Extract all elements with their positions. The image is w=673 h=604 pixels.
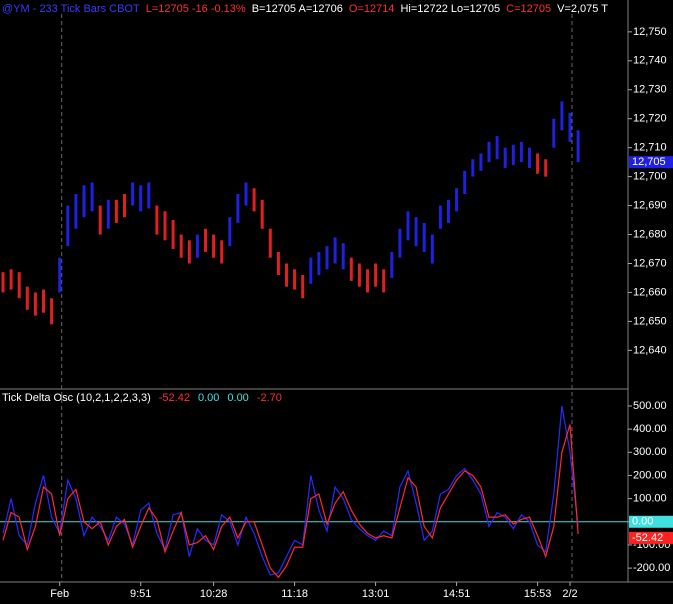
header-part: O=12714 — [349, 3, 395, 15]
y-tick-label: 12,740 — [633, 55, 667, 67]
y-tick-label: 12,700 — [633, 171, 667, 183]
osc-readout: 0.00 — [198, 392, 219, 404]
y-tick-label: 12,660 — [633, 286, 667, 298]
osc-readout: -52.42 — [159, 392, 190, 404]
zero-box — [629, 515, 673, 528]
header-part: Hi=12722 Lo=12705 — [400, 3, 500, 15]
header-part: V=2,075 T — [557, 3, 608, 15]
x-tick-label: 11:18 — [281, 588, 308, 600]
y-tick-label: 12,690 — [633, 199, 667, 211]
x-tick-label: 10:28 — [200, 588, 228, 600]
y-tick-label: 12,680 — [633, 228, 667, 240]
zero-label: 0.00 — [632, 516, 653, 528]
y-tick-label: 12,640 — [633, 344, 667, 356]
osc-title: Tick Delta Osc (10,2,1,2,2,3,3) — [2, 392, 151, 404]
x-tick-label: 9:51 — [130, 588, 151, 600]
last-price-box — [629, 156, 673, 169]
x-tick-label: 15:53 — [524, 588, 552, 600]
header-part: @YM - 233 Tick Bars CBOT — [2, 3, 140, 15]
y-tick-label: 12,710 — [633, 142, 667, 154]
header-part: B=12705 A=12706 — [252, 3, 343, 15]
y-tick-label: 12,730 — [633, 84, 667, 96]
y-tick-label: 200.00 — [633, 469, 667, 481]
osc-header: Tick Delta Osc (10,2,1,2,2,3,3) -52.42 0.0… — [2, 392, 282, 404]
x-tick-label: Feb — [50, 588, 69, 600]
osc-line — [2, 424, 579, 579]
osc-readout: -2.70 — [257, 392, 282, 404]
price-header: @YM - 233 Tick Bars CBOT L=12705 -16 -0.1… — [2, 3, 608, 15]
last-price-label: 12,705 — [632, 156, 666, 168]
y-tick-label: 400.00 — [633, 423, 667, 435]
y-tick-label: 12,720 — [633, 113, 667, 125]
last-value-label: -52.42 — [632, 532, 663, 544]
osc-line — [2, 405, 579, 576]
x-tick-label: 2/2 — [562, 588, 577, 600]
y-tick-label: 100.00 — [633, 493, 667, 505]
last-value-box — [629, 531, 673, 544]
x-tick-label: 13:01 — [362, 588, 390, 600]
x-tick-label: 14:51 — [443, 588, 471, 600]
header-part: L=12705 -16 -0.13% — [146, 3, 246, 15]
y-tick-label: 300.00 — [633, 446, 667, 458]
header-part: C=12705 — [506, 3, 551, 15]
y-tick-label: -200.00 — [633, 562, 670, 574]
y-tick-label: 12,750 — [633, 26, 667, 38]
osc-readout: 0.00 — [227, 392, 248, 404]
y-tick-label: 500.00 — [633, 400, 667, 412]
y-tick-label: 12,650 — [633, 315, 667, 327]
y-tick-label: 12,670 — [633, 257, 667, 269]
